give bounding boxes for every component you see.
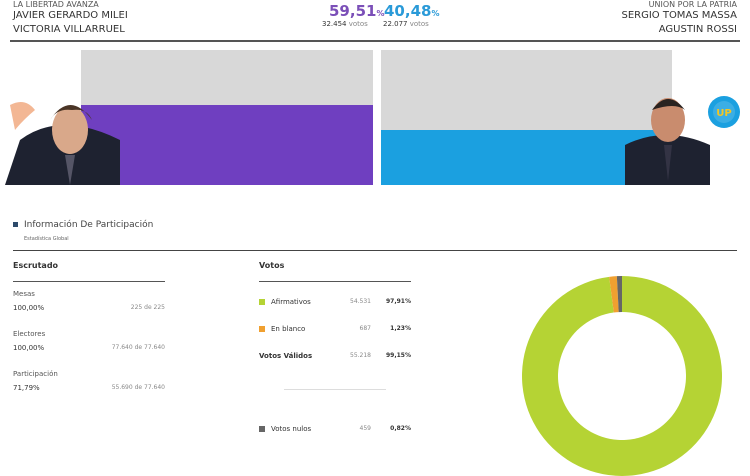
- votos-row: Votos Válidos 55.218 99,15%: [259, 351, 411, 360]
- escrutado-panel: Escrutado Mesas 100,00% 225 de 225 Electo…: [13, 261, 165, 410]
- right-percent: 40,48%: [384, 2, 440, 20]
- right-votes: 22.077 votos: [383, 20, 429, 28]
- left-bar-fill: [81, 104, 373, 185]
- right-candidate-photo: UP: [625, 96, 740, 185]
- dove-icon: [10, 101, 35, 130]
- escrutado-row: Mesas 100,00% 225 de 225: [13, 290, 165, 312]
- right-party: UNION POR LA PATRIA: [648, 0, 737, 9]
- escrutado-row: Participación 71,79% 55.690 de 77.640: [13, 370, 165, 392]
- left-bar: [81, 50, 373, 185]
- left-percent: 59,51%: [329, 2, 385, 20]
- left-votes: 32.454 votos: [322, 20, 368, 28]
- section-title: Información De Participación: [13, 220, 153, 230]
- votes-donut-chart: [522, 276, 722, 476]
- legend-swatch: [259, 425, 265, 432]
- votos-row: Votos nulos 459 0,82%: [259, 415, 411, 442]
- donut-slice-afirmativos: [522, 276, 722, 476]
- votos-title: Votos: [259, 261, 285, 270]
- right-president: SERGIO TOMAS MASSA: [621, 10, 737, 21]
- section-subtitle: Estadística Global: [24, 236, 69, 242]
- left-party: LA LIBERTAD AVANZA: [13, 0, 99, 9]
- escrutado-title: Escrutado: [13, 261, 59, 270]
- votos-row: En blanco 687 1,23%: [259, 315, 411, 342]
- header-divider: [10, 40, 740, 42]
- right-bar-fill: [381, 130, 672, 185]
- left-candidate-photo: [5, 101, 120, 185]
- votos-row: Afirmativos 54.531 97,91%: [259, 288, 411, 315]
- escrutado-row: Electores 100,00% 77.640 de 77.640: [13, 330, 165, 352]
- right-bar: [381, 50, 672, 185]
- left-vice: VICTORIA VILLARRUEL: [13, 24, 125, 35]
- section-divider: [13, 250, 737, 251]
- votos-panel: Votos Afirmativos 54.531 97,91% En blanc…: [259, 261, 411, 442]
- donut-slice-en-blanco: [609, 276, 619, 313]
- up-badge-icon: UP: [708, 96, 740, 128]
- right-vice: AGUSTIN ROSSI: [658, 24, 737, 35]
- section-square-icon: [13, 222, 18, 227]
- votos-separator: [284, 389, 386, 390]
- legend-swatch: [259, 298, 265, 305]
- donut-slice-votos-nulos: [616, 276, 622, 313]
- legend-swatch: [259, 325, 265, 332]
- left-president: JAVIER GERARDO MILEI: [13, 10, 128, 21]
- svg-text:UP: UP: [716, 108, 731, 119]
